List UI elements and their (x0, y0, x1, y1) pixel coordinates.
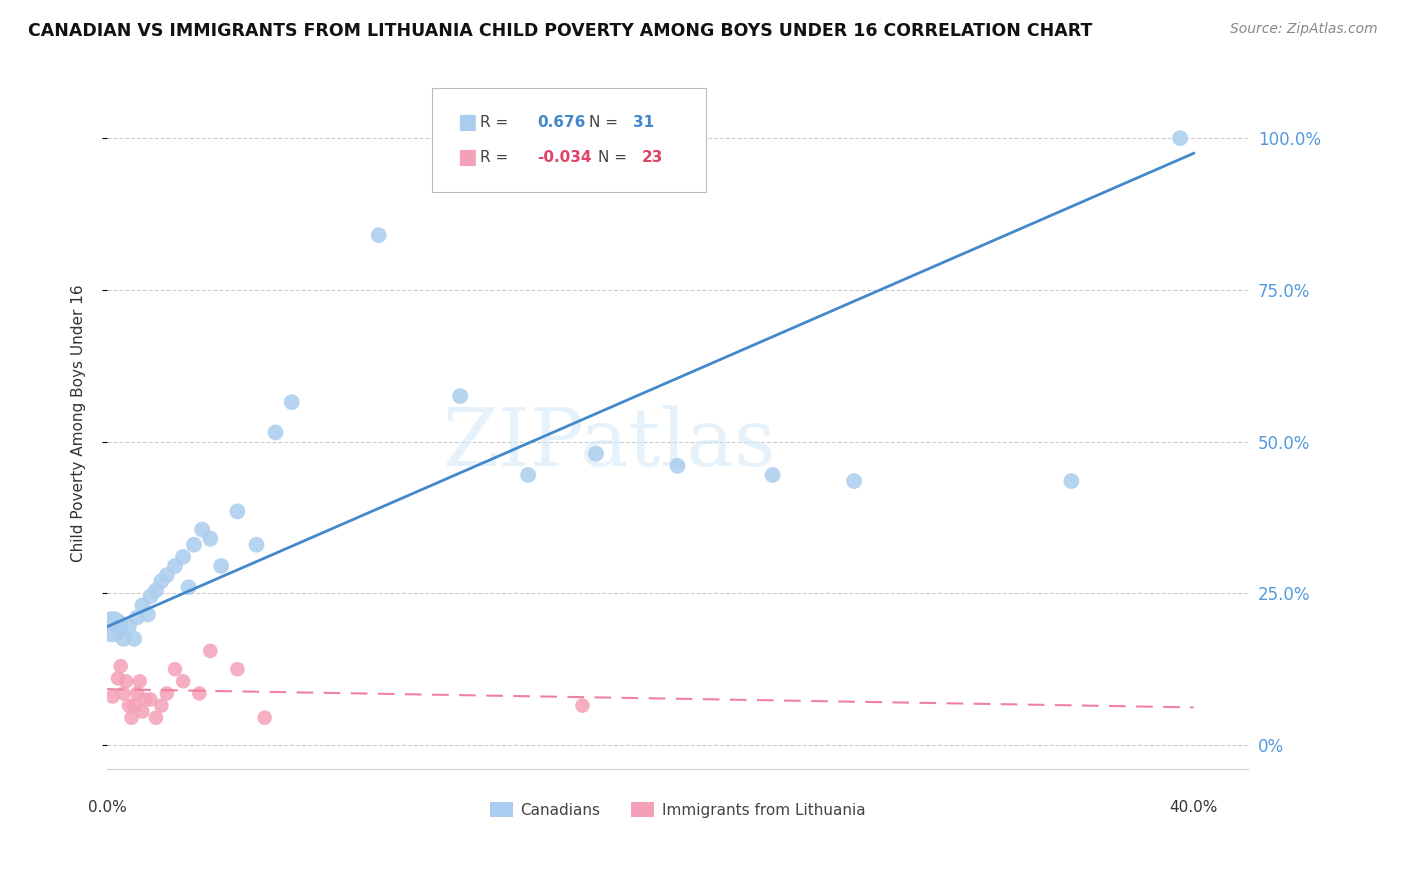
Text: 31: 31 (633, 115, 654, 130)
Point (163, 559, 186, 574)
Point (128, 674, 150, 689)
Text: 0.676: 0.676 (537, 115, 585, 130)
Point (139, 590, 162, 604)
Point (118, 620, 141, 634)
Text: 0.0%: 0.0% (87, 800, 127, 815)
Point (134, 692, 156, 706)
Point (156, 568, 179, 582)
Point (585, 447, 607, 461)
Point (125, 610, 148, 624)
Text: 40.0%: 40.0% (1170, 800, 1218, 815)
Point (101, 690, 124, 704)
Point (226, 662, 249, 676)
Text: ■: ■ (457, 112, 477, 132)
Point (281, 395, 304, 409)
Point (209, 559, 232, 574)
Point (131, 705, 153, 719)
Point (110, 659, 132, 673)
Point (367, 228, 389, 243)
Point (121, 711, 143, 725)
Point (245, 538, 267, 552)
Text: N =: N = (598, 150, 631, 164)
Point (156, 686, 179, 700)
Point (188, 686, 211, 700)
Text: 23: 23 (643, 150, 664, 164)
Point (264, 425, 287, 440)
Point (122, 698, 145, 713)
Point (139, 692, 162, 706)
Text: Source: ZipAtlas.com: Source: ZipAtlas.com (1230, 22, 1378, 37)
Point (122, 632, 145, 646)
Point (163, 662, 186, 676)
Text: N =: N = (589, 115, 623, 130)
Point (107, 671, 129, 685)
Text: ■: ■ (457, 147, 477, 167)
Point (112, 686, 135, 700)
Point (115, 674, 138, 689)
Point (101, 620, 124, 634)
Text: CANADIAN VS IMMIGRANTS FROM LITHUANIA CHILD POVERTY AMONG BOYS UNDER 16 CORRELAT: CANADIAN VS IMMIGRANTS FROM LITHUANIA CH… (28, 22, 1092, 40)
Point (762, 467, 785, 482)
Text: R =: R = (481, 150, 513, 164)
Point (131, 599, 153, 613)
Y-axis label: Child Poverty Among Boys Under 16: Child Poverty Among Boys Under 16 (72, 285, 86, 562)
Point (125, 686, 148, 700)
Point (842, 474, 865, 488)
Point (517, 467, 540, 482)
Text: R =: R = (481, 115, 513, 130)
Point (136, 607, 159, 622)
Point (200, 532, 222, 546)
Point (200, 644, 222, 658)
Point (172, 674, 194, 689)
Point (666, 458, 689, 473)
Text: -0.034: -0.034 (537, 150, 592, 164)
Point (253, 711, 276, 725)
Point (1060, 474, 1083, 488)
Point (107, 620, 129, 634)
Point (145, 711, 167, 725)
Point (571, 698, 593, 713)
Legend: Canadians, Immigrants from Lithuania: Canadians, Immigrants from Lithuania (484, 796, 872, 824)
Point (172, 549, 194, 564)
Point (226, 504, 249, 518)
Point (118, 698, 141, 713)
Point (150, 574, 173, 589)
FancyBboxPatch shape (432, 87, 706, 192)
Point (150, 698, 173, 713)
Point (191, 523, 214, 537)
Point (177, 580, 200, 594)
Point (449, 389, 471, 403)
Text: ZIPatlas: ZIPatlas (443, 405, 776, 483)
Point (183, 538, 205, 552)
Point (112, 632, 135, 646)
Point (1168, 131, 1191, 145)
Point (145, 583, 167, 598)
